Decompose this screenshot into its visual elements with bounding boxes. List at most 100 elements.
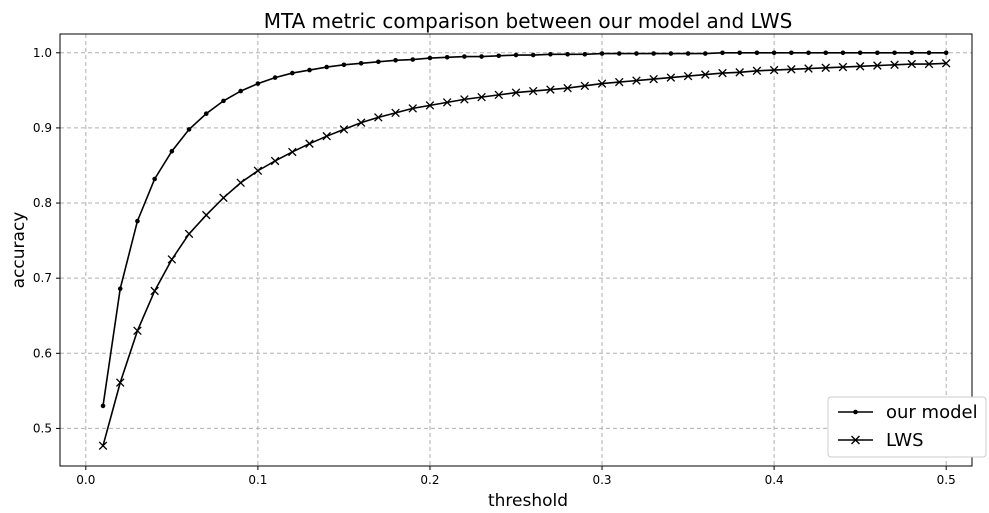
data-point-lws xyxy=(305,139,314,148)
data-point-our-model xyxy=(117,286,123,291)
data-point-our-model xyxy=(358,61,364,66)
data-point-lws xyxy=(150,286,159,296)
data-point-lws xyxy=(752,66,762,76)
data-point-lws xyxy=(408,104,418,113)
data-point-our-model xyxy=(754,50,760,56)
data-point-lws xyxy=(907,59,917,69)
data-point-our-model xyxy=(530,52,536,58)
y-tick-label: 0.7 xyxy=(33,271,52,285)
data-point-our-model xyxy=(892,50,897,56)
data-point-lws xyxy=(787,65,796,74)
data-point-lws xyxy=(202,210,211,220)
data-point-lws xyxy=(425,101,435,110)
data-point-lws xyxy=(838,62,848,72)
data-point-lws xyxy=(270,156,280,166)
data-point-our-model xyxy=(135,218,140,224)
data-point-our-model xyxy=(702,51,708,56)
data-point-lws xyxy=(597,79,607,88)
data-point-our-model xyxy=(582,51,588,57)
data-point-lws xyxy=(701,70,710,79)
data-point-lws xyxy=(288,147,297,157)
data-point-our-model xyxy=(238,88,243,94)
data-point-lws xyxy=(322,131,331,141)
y-axis-label: accuracy xyxy=(9,212,29,289)
data-point-lws xyxy=(683,71,693,81)
data-point-our-model xyxy=(771,50,777,56)
data-point-our-model xyxy=(926,50,932,56)
x-tick-label: 0.0 xyxy=(76,473,95,487)
data-point-our-model xyxy=(221,98,226,104)
data-point-our-model xyxy=(548,51,553,57)
data-point-our-model xyxy=(169,148,175,154)
data-point-our-model xyxy=(186,127,192,132)
y-tick-label: 0.5 xyxy=(33,421,52,435)
data-point-our-model xyxy=(857,50,863,56)
legend: our model LWS xyxy=(827,396,987,458)
data-point-our-model xyxy=(806,50,811,56)
data-point-our-model xyxy=(565,51,570,57)
data-point-lws xyxy=(563,83,572,93)
data-point-our-model xyxy=(823,50,829,56)
data-point-lws xyxy=(614,77,624,87)
data-point-lws xyxy=(666,73,676,82)
data-point-lws xyxy=(133,326,142,336)
data-point-our-model xyxy=(737,50,742,56)
data-point-our-model xyxy=(462,54,467,59)
legend-marker-lws xyxy=(851,435,860,445)
data-point-our-model xyxy=(376,59,381,65)
data-point-our-model xyxy=(427,55,433,61)
data-point-lws xyxy=(184,229,194,239)
data-point-our-model xyxy=(943,50,949,56)
data-point-lws xyxy=(253,166,263,175)
plot-frame xyxy=(59,33,973,467)
y-tick-label: 0.9 xyxy=(33,121,52,135)
data-point-lws xyxy=(528,86,538,96)
data-point-our-model xyxy=(496,53,502,59)
data-point-lws xyxy=(236,178,245,188)
chart-title: MTA metric comparison between our model … xyxy=(264,9,793,33)
data-point-lws xyxy=(873,61,882,70)
data-point-our-model xyxy=(324,64,330,70)
data-point-our-model xyxy=(307,67,312,73)
y-tick-label: 1.0 xyxy=(33,46,52,60)
grid-layer xyxy=(60,34,972,466)
data-point-lws xyxy=(374,113,383,122)
data-point-our-model xyxy=(393,57,398,63)
x-tick-label: 0.5 xyxy=(937,473,956,487)
y-tick-label: 0.8 xyxy=(33,196,52,210)
data-point-our-model xyxy=(651,51,656,56)
x-tick-label: 0.1 xyxy=(248,473,267,487)
x-tick-label: 0.3 xyxy=(592,473,611,487)
data-point-lws xyxy=(735,68,744,77)
data-point-our-model xyxy=(875,50,880,56)
data-point-our-model xyxy=(513,52,519,58)
data-point-our-model xyxy=(410,57,416,62)
x-tick-label: 0.4 xyxy=(765,473,784,487)
x-tick-label: 0.2 xyxy=(420,473,439,487)
data-point-our-model xyxy=(290,70,295,76)
data-point-our-model xyxy=(255,81,261,86)
legend-label-our-model: our model xyxy=(886,402,978,423)
data-point-lws xyxy=(494,90,504,100)
data-point-lws xyxy=(580,81,590,91)
data-point-lws xyxy=(219,193,228,203)
data-point-lws xyxy=(339,125,349,134)
data-point-our-model xyxy=(685,51,691,56)
data-point-our-model xyxy=(668,51,674,56)
data-point-our-model xyxy=(616,51,622,56)
data-point-lws xyxy=(890,60,899,70)
data-point-our-model xyxy=(599,51,605,56)
data-point-our-model xyxy=(272,75,278,80)
data-point-our-model xyxy=(634,51,639,56)
data-point-our-model xyxy=(341,62,347,68)
data-point-our-model xyxy=(840,50,846,56)
data-point-lws xyxy=(718,68,727,78)
data-point-lws xyxy=(460,95,469,104)
tick-layer: 0.0 0.1 0.2 0.3 0.4 0.5 0.5 0.6 0.7 0.8 0.9 1.0 xyxy=(33,46,956,487)
data-point-lws xyxy=(804,64,813,73)
data-point-lws xyxy=(511,88,521,97)
data-point-lws xyxy=(356,118,366,127)
data-point-lws xyxy=(98,441,108,450)
data-point-our-model xyxy=(100,403,106,409)
